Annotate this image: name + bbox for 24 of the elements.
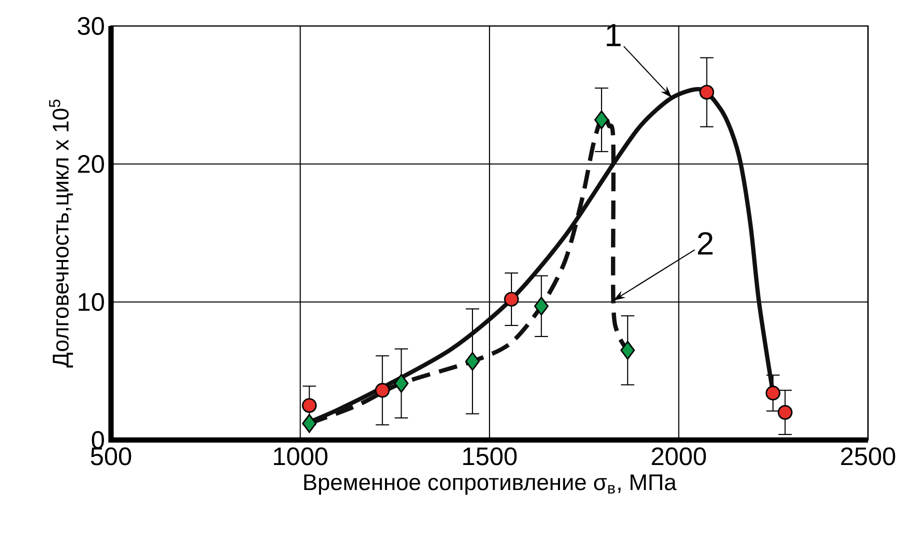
x-tick-label: 1500 (463, 447, 517, 466)
point (766, 386, 780, 400)
y-tick-label: 20 (78, 155, 104, 173)
x-tick-label: 2000 (652, 447, 706, 466)
point (302, 398, 317, 413)
point (620, 340, 635, 360)
x-tick-label: 500 (90, 447, 132, 466)
y-tick-label: 10 (78, 293, 104, 311)
point (394, 374, 409, 393)
point (778, 404, 793, 420)
y-tick-label: 0 (92, 431, 104, 449)
point (534, 296, 549, 316)
point (374, 382, 390, 398)
point (302, 414, 317, 433)
point (465, 352, 480, 371)
x-tick-label: 2500 (841, 447, 896, 466)
x-tick-label: 1000 (274, 447, 328, 466)
y-tick-label: 30 (78, 17, 104, 35)
x-axis-title: Временное сопротивление σ$_{в}$, МПа (304, 474, 677, 495)
point (594, 110, 609, 130)
point (504, 292, 519, 307)
point (699, 84, 714, 100)
y-axis-title: Долговечность,цикл х 10$^{5}$ (49, 100, 73, 368)
annotation: 2 (698, 232, 713, 254)
